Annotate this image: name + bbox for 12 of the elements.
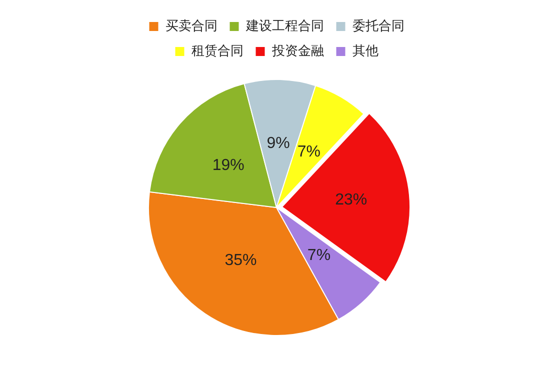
data-label: 9% [266, 134, 290, 152]
legend-label: 建设工程合同 [244, 18, 324, 34]
legend-label: 买卖合同 [165, 18, 218, 34]
data-label: 23% [335, 192, 368, 209]
legend-label: 租赁合同 [191, 44, 244, 59]
data-label: 7% [297, 144, 320, 161]
data-label: 35% [224, 252, 257, 269]
data-label: 7% [307, 246, 331, 264]
legend-label: 委托合同 [352, 18, 404, 34]
legend-label: 投资金融 [270, 44, 324, 59]
legend-label: 其他 [352, 44, 378, 59]
data-label: 19% [212, 156, 244, 174]
